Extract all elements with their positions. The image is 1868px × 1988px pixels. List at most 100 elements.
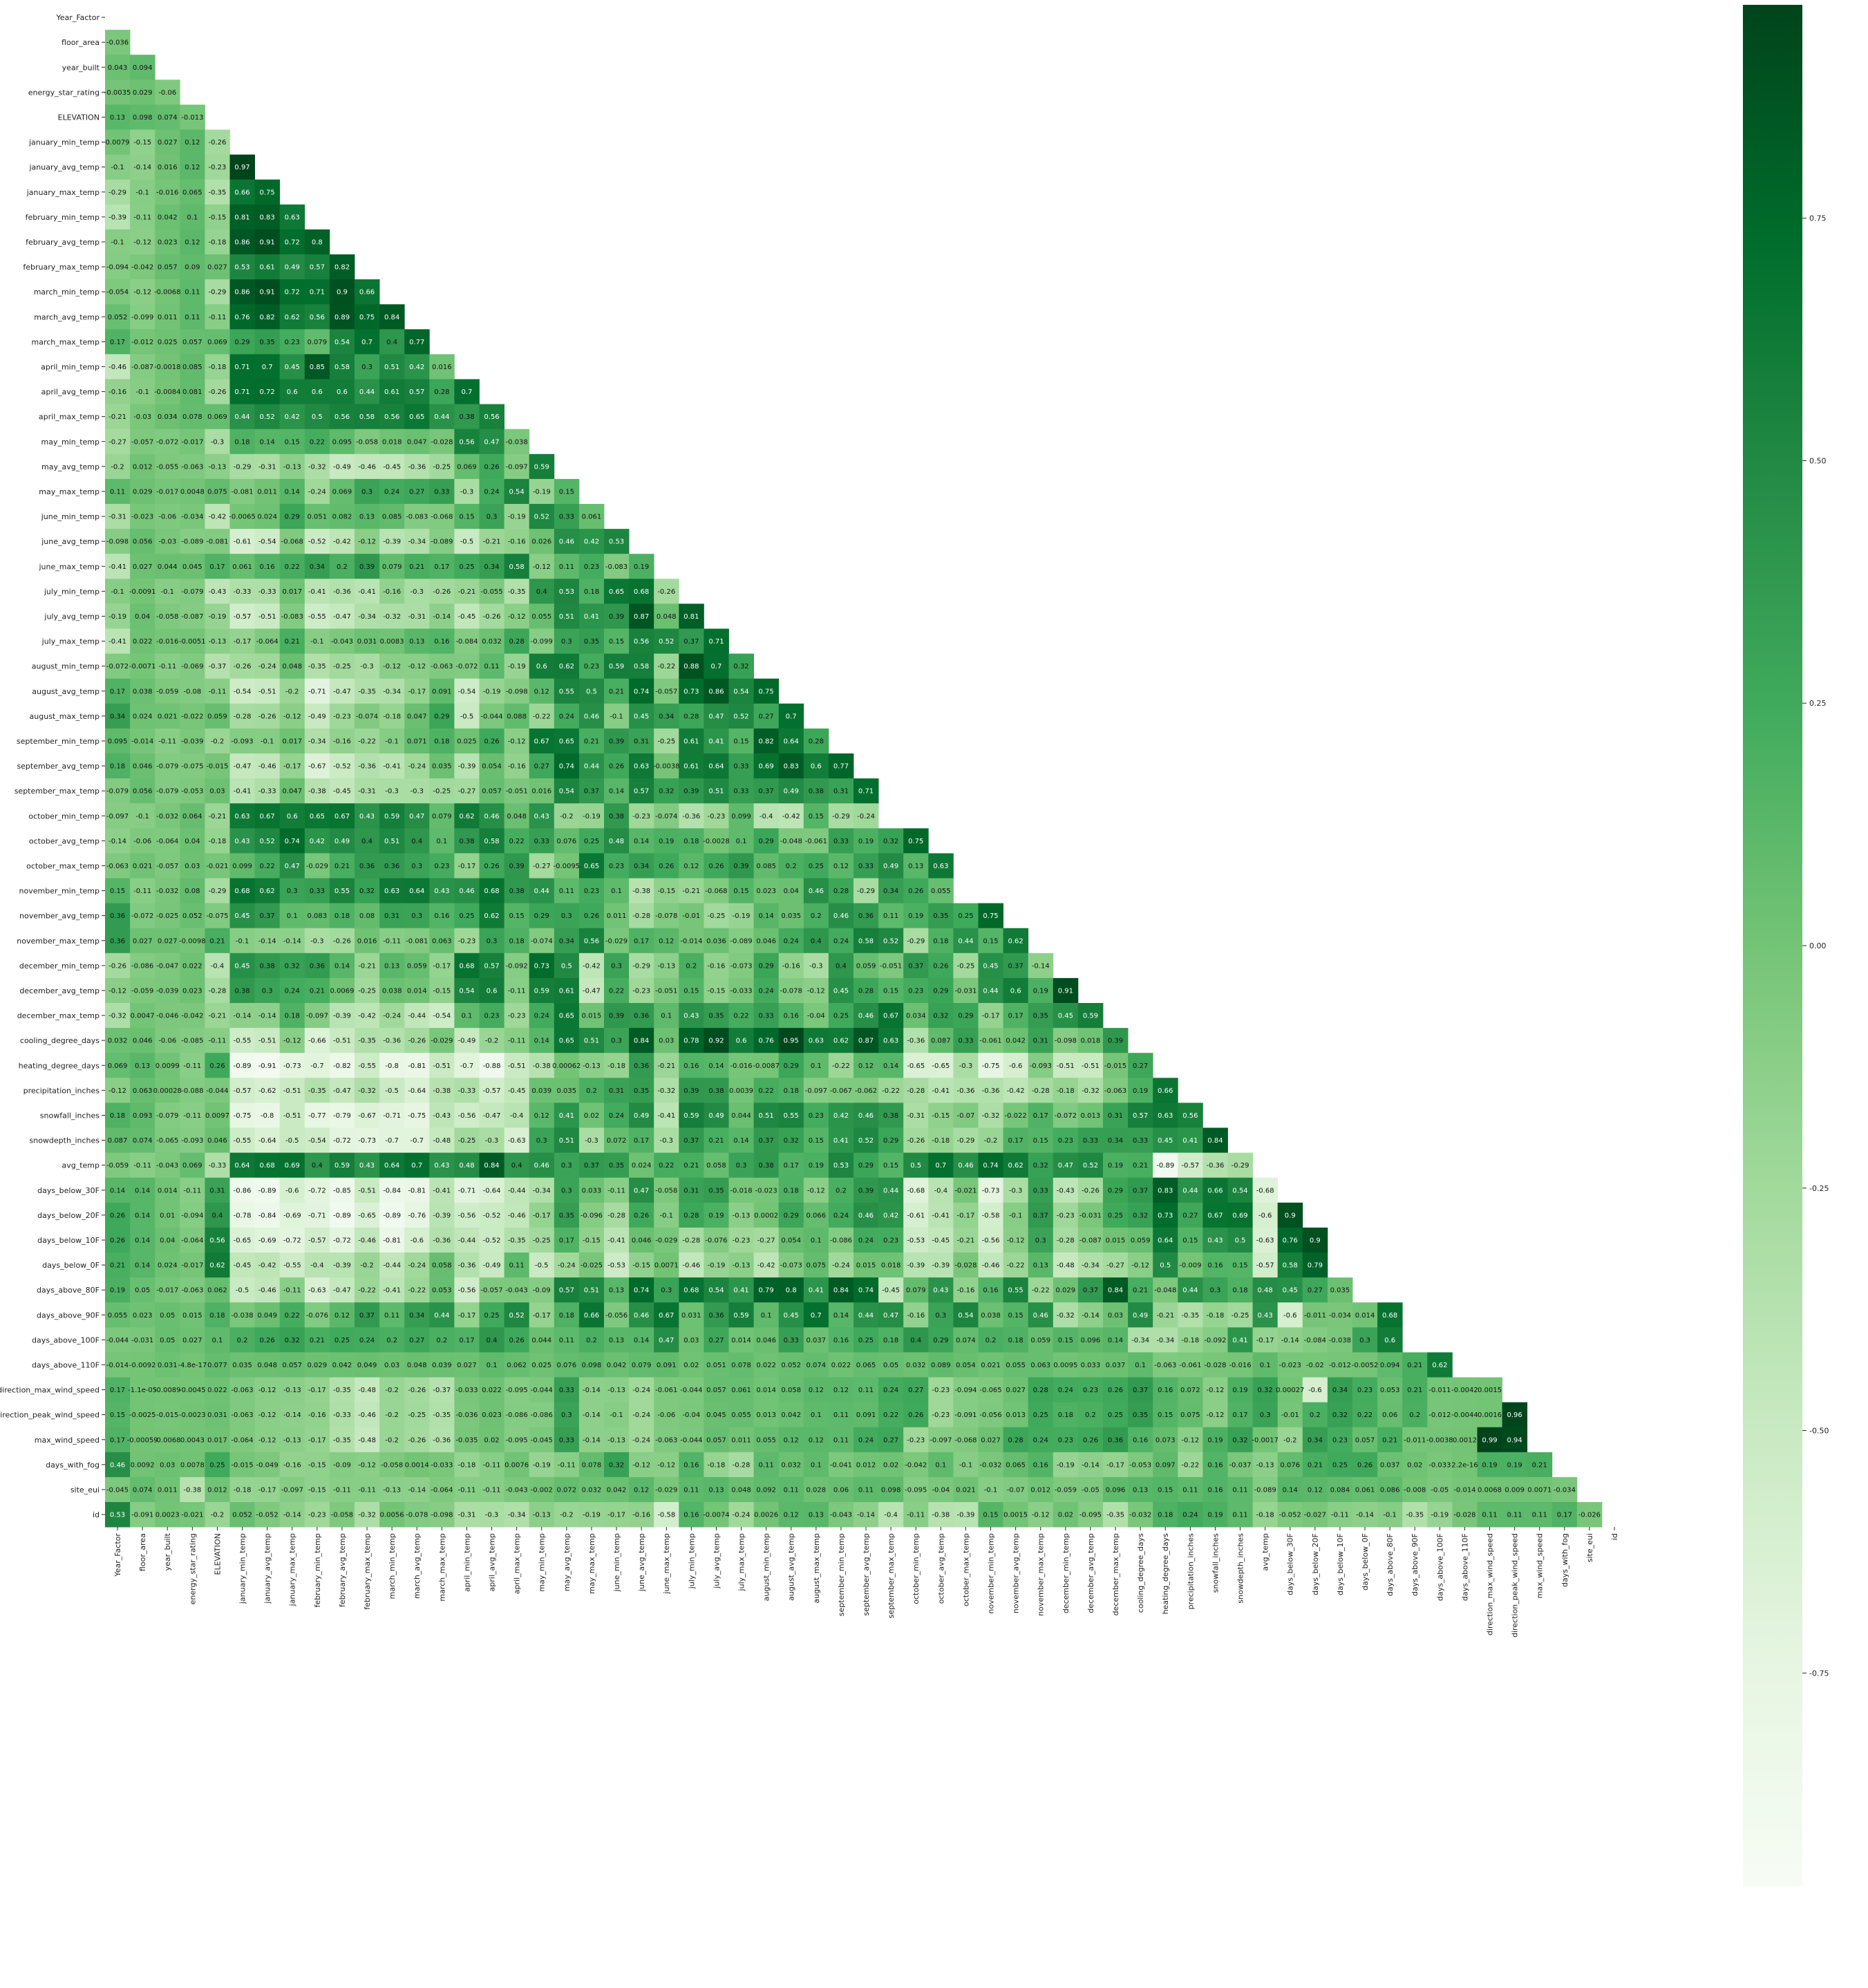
- heatmap-cell: [205, 179, 230, 205]
- cell-value-label: 0.032: [781, 1461, 801, 1469]
- cell-value-label: 0.023: [158, 238, 178, 246]
- heatmap-cell: [155, 478, 180, 505]
- x-tick-label: august_max_temp: [812, 1533, 821, 1603]
- cell-value-label: 0.64: [409, 888, 424, 895]
- cell-value-label: -0.14: [1281, 1337, 1299, 1344]
- cell-value-label: 0.5: [561, 962, 572, 970]
- cell-value-label: 0.048: [657, 613, 677, 621]
- cell-value-label: 0.1: [1260, 1362, 1271, 1369]
- cell-value-label: -0.72: [308, 1187, 326, 1194]
- heatmap-cell: [379, 878, 405, 903]
- cell-value-label: -0.29: [957, 1137, 975, 1145]
- heatmap-cell: [105, 329, 131, 355]
- cell-value-label: -0.36: [358, 763, 376, 771]
- heatmap-cell: [479, 653, 504, 679]
- y-tick-label: days_below_20F: [37, 1211, 100, 1220]
- cell-value-label: 0.44: [983, 987, 998, 995]
- cell-value-label: -0.074: [531, 937, 553, 945]
- cell-value-label: -0.087: [131, 364, 153, 371]
- cell-value-label: -0.032: [1129, 1512, 1151, 1519]
- cell-value-label: -0.0025: [129, 1412, 156, 1419]
- cell-value-label: -0.13: [383, 1486, 401, 1494]
- heatmap-cell: [529, 529, 555, 554]
- cell-value-label: 0.59: [534, 987, 549, 995]
- heatmap-cell: [853, 878, 879, 903]
- cell-value-label: 0.65: [559, 1013, 574, 1020]
- cell-value-label: 0.19: [110, 1287, 125, 1295]
- cell-value-label: -0.012: [131, 339, 153, 346]
- heatmap-cell: [229, 653, 255, 679]
- heatmap-cell: [205, 329, 230, 355]
- cell-value-label: -0.11: [483, 1461, 501, 1469]
- cell-value-label: 0.61: [384, 388, 399, 396]
- heatmap-cell: [679, 703, 704, 729]
- cell-value-label: 0.6: [536, 663, 547, 671]
- cell-value-label: 0.33: [759, 1013, 774, 1020]
- cell-value-label: -0.12: [1007, 1237, 1025, 1244]
- cell-value-label: -0.13: [209, 638, 227, 646]
- heatmap-cell: [205, 554, 230, 579]
- cell-value-label: -0.12: [258, 1412, 276, 1419]
- heatmap-cell: [578, 803, 605, 829]
- heatmap-cell: [304, 828, 330, 854]
- cell-value-label: -0.0068: [154, 289, 181, 297]
- cell-value-label: 0.63: [933, 863, 948, 870]
- cell-value-label: 0.9: [337, 289, 348, 297]
- cell-value-label: 0.1: [761, 1312, 772, 1320]
- cell-value-label: -0.099: [531, 638, 553, 646]
- cell-value-label: -0.41: [234, 788, 252, 796]
- cell-value-label: -0.11: [607, 1187, 625, 1194]
- heatmap-cell: [180, 279, 205, 305]
- cell-value-label: -0.16: [708, 962, 726, 970]
- cell-value-label: 0.96: [1507, 1412, 1522, 1419]
- heatmap-cell: [753, 678, 780, 704]
- cell-value-label: 0.14: [1283, 1486, 1298, 1494]
- heatmap-cell: [105, 803, 131, 829]
- cell-value-label: 0.059: [856, 962, 876, 970]
- cell-value-label: 0.064: [182, 813, 202, 820]
- cell-value-label: 0.49: [883, 863, 898, 870]
- cell-value-label: 0.3: [487, 514, 498, 521]
- heatmap-cell: [629, 903, 654, 929]
- cell-value-label: 0.057: [706, 1387, 726, 1394]
- cell-value-label: 0.57: [484, 962, 499, 970]
- cell-value-label: 0.21: [1382, 1436, 1397, 1444]
- cell-value-label: 0.39: [858, 1187, 874, 1194]
- cell-value-label: -0.14: [857, 1512, 875, 1519]
- cell-value-label: 0.15: [683, 987, 699, 995]
- cell-value-label: 0.68: [234, 888, 249, 895]
- y-tick-label: may_min_temp: [41, 438, 100, 447]
- cell-value-label: 0.25: [809, 863, 824, 870]
- heatmap-cell: [355, 404, 380, 430]
- cell-value-label: 0.86: [234, 289, 249, 297]
- heatmap-cell: [355, 778, 380, 804]
- cell-value-label: 0.46: [459, 888, 474, 895]
- cell-value-label: -0.23: [458, 937, 476, 945]
- cell-value-label: -0.46: [258, 763, 276, 771]
- cell-value-label: 0.51: [759, 1112, 774, 1120]
- cell-value-label: 0.44: [434, 413, 449, 421]
- heatmap-cell: [180, 404, 205, 430]
- cell-value-label: -0.045: [531, 1436, 553, 1444]
- cell-value-label: 0.076: [557, 838, 577, 845]
- cell-value-label: -0.36: [1207, 1162, 1225, 1170]
- cell-value-label: -0.89: [1156, 1162, 1174, 1170]
- cell-value-label: -0.32: [358, 1512, 376, 1519]
- cell-value-label: -0.26: [408, 1436, 426, 1444]
- cell-value-label: -0.033: [730, 987, 752, 995]
- cell-value-label: 0.027: [207, 264, 227, 272]
- cell-value-label: 0.66: [584, 1312, 599, 1320]
- heatmap-cell: [629, 878, 654, 903]
- heatmap-cell: [404, 628, 430, 654]
- cell-value-label: -0.65: [358, 1212, 376, 1219]
- cell-value-label: -0.023: [755, 1187, 777, 1194]
- cell-value-label: 0.014: [158, 1187, 178, 1194]
- cell-value-label: -0.11: [483, 1486, 501, 1494]
- heatmap-cell: [229, 354, 255, 379]
- y-tick-label: july_min_temp: [44, 587, 100, 596]
- cell-value-label: 0.88: [683, 663, 699, 671]
- heatmap-cell: [180, 104, 205, 130]
- heatmap-cell: [279, 453, 305, 480]
- cell-value-label: -0.23: [308, 1512, 326, 1519]
- cell-value-label: 0.088: [507, 713, 527, 720]
